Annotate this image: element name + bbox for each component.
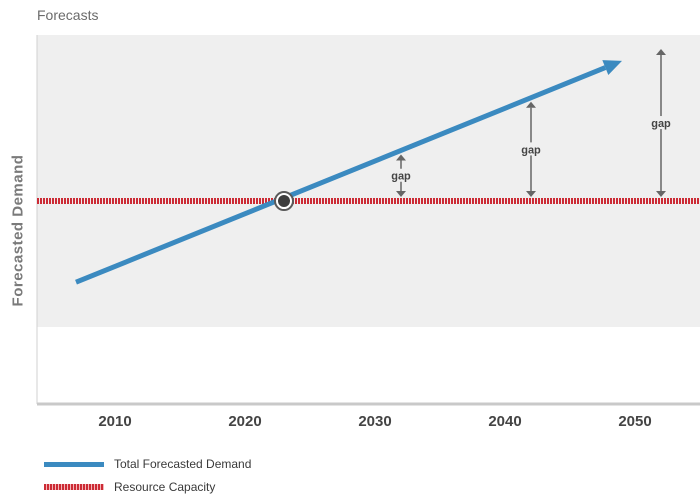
gap-label-bg-1 (516, 142, 546, 156)
x-tick-label-2: 2030 (358, 413, 391, 430)
shaded-region (37, 35, 700, 327)
legend-swatch-capacity (44, 484, 104, 490)
intersection-marker-dot (278, 195, 290, 208)
gap-arrow-down-1 (526, 191, 536, 198)
x-tick-label-3: 2040 (488, 413, 521, 430)
legend-item-capacity: Resource Capacity (44, 478, 251, 496)
legend: Total Forecasted Demand Resource Capacit… (44, 455, 251, 501)
gap-label-1: gap (521, 144, 541, 156)
gap-arrow-down-2 (656, 191, 666, 198)
gap-arrow-up-1 (526, 101, 536, 108)
gap-arrow-up-2 (656, 49, 666, 56)
gap-label-0: gap (391, 171, 411, 183)
gap-arrow-up-0 (396, 154, 406, 161)
legend-label-demand: Total Forecasted Demand (114, 457, 252, 471)
x-tick-label-1: 2020 (228, 413, 261, 430)
series-demand-line (75, 65, 607, 285)
chart-title: Forecasts (37, 7, 99, 23)
series-demand-arrowhead (602, 60, 622, 76)
legend-swatch-demand (44, 461, 104, 467)
legend-label-capacity: Resource Capacity (114, 480, 216, 494)
x-tick-label-0: 2010 (98, 413, 131, 430)
x-tick-label-4: 2050 (618, 413, 651, 430)
gap-arrow-down-0 (396, 191, 406, 198)
gap-label-bg-0 (386, 168, 416, 182)
legend-item-demand: Total Forecasted Demand (44, 455, 251, 473)
gap-label-bg-2 (646, 116, 676, 130)
gap-label-2: gap (651, 118, 671, 130)
